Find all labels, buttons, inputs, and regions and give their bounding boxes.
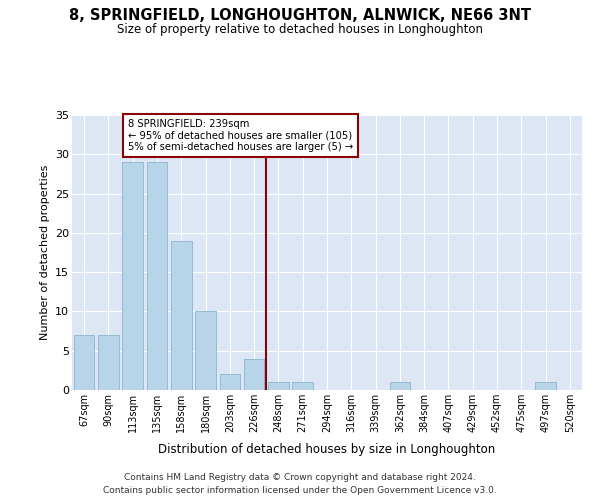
- Text: Contains public sector information licensed under the Open Government Licence v3: Contains public sector information licen…: [103, 486, 497, 495]
- Bar: [244, 358, 265, 390]
- Text: Contains HM Land Registry data © Crown copyright and database right 2024.: Contains HM Land Registry data © Crown c…: [124, 472, 476, 482]
- Bar: [171, 240, 191, 390]
- Bar: [122, 162, 143, 390]
- Bar: [268, 382, 289, 390]
- Y-axis label: Number of detached properties: Number of detached properties: [40, 165, 50, 340]
- Bar: [389, 382, 410, 390]
- Bar: [220, 374, 240, 390]
- Bar: [195, 312, 216, 390]
- Text: 8 SPRINGFIELD: 239sqm
← 95% of detached houses are smaller (105)
5% of semi-deta: 8 SPRINGFIELD: 239sqm ← 95% of detached …: [128, 119, 353, 152]
- Bar: [292, 382, 313, 390]
- Bar: [146, 162, 167, 390]
- Text: Distribution of detached houses by size in Longhoughton: Distribution of detached houses by size …: [158, 442, 496, 456]
- Bar: [74, 335, 94, 390]
- Bar: [535, 382, 556, 390]
- Text: 8, SPRINGFIELD, LONGHOUGHTON, ALNWICK, NE66 3NT: 8, SPRINGFIELD, LONGHOUGHTON, ALNWICK, N…: [69, 8, 531, 22]
- Bar: [98, 335, 119, 390]
- Text: Size of property relative to detached houses in Longhoughton: Size of property relative to detached ho…: [117, 22, 483, 36]
